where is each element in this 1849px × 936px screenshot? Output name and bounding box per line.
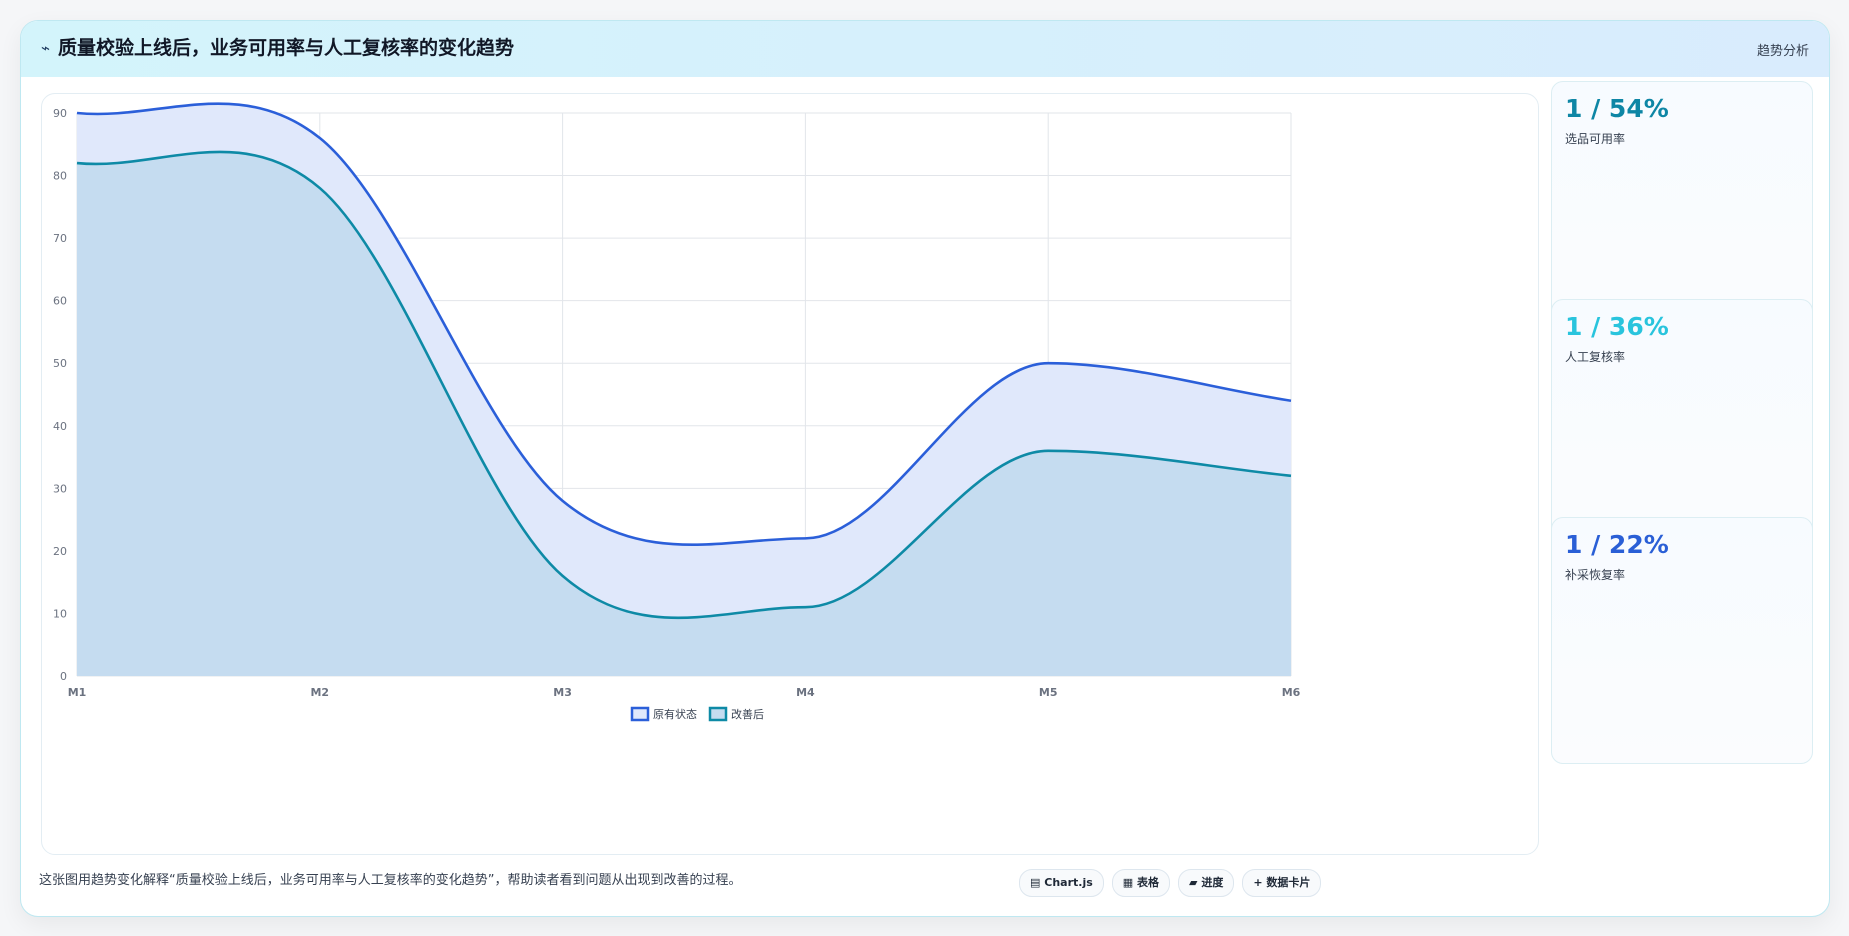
y-tick-label: 50 (53, 357, 67, 370)
pill-table[interactable]: ▦ 表格 (1111, 869, 1171, 897)
stat-card-review: 1 / 36% 人工复核率 (1551, 299, 1813, 546)
x-tick-label: M5 (1039, 686, 1058, 699)
y-tick-label: 70 (53, 232, 67, 245)
y-tick-label: 60 (53, 295, 67, 308)
database-icon: ▤ (1030, 876, 1041, 889)
x-tick-label: M4 (796, 686, 815, 699)
pill-data-cards[interactable]: + 数据卡片 (1242, 869, 1322, 897)
chart-card: 0 10 20 30 40 50 60 70 80 90 M1 M2 M3 M4 M5 M6 原有状态 改善后 (41, 93, 1539, 855)
stat-label: 人工复核率 (1565, 350, 1626, 364)
pill-chartjs[interactable]: ▤ Chart.js (1019, 869, 1104, 897)
stat-value: 1 / 54% (1565, 94, 1669, 123)
y-tick-label: 40 (53, 420, 67, 433)
feature-pills: ▤ Chart.js ▦ 表格 ▰ 进度 + 数据卡片 (1019, 869, 1322, 897)
pill-progress[interactable]: ▰ 进度 (1178, 869, 1235, 897)
pill-label: 表格 (1137, 876, 1160, 889)
card-icon: + (1253, 876, 1263, 889)
section-tag: 趋势分析 (1756, 44, 1809, 59)
y-tick-label: 80 (53, 170, 67, 183)
pill-label: 数据卡片 (1266, 876, 1311, 889)
sparkline-icon: ⌁ (41, 39, 51, 57)
legend-swatch-1 (708, 706, 728, 722)
x-tick-label: M6 (1282, 686, 1301, 699)
stat-label: 补采恢复率 (1565, 568, 1626, 582)
stat-value: 1 / 22% (1565, 530, 1669, 559)
chart-panel: ⌁ 质量校验上线后，业务可用率与人工复核率的变化趋势 趋势分析 0 10 20 30 4… (20, 20, 1830, 917)
chart-description: 这张图用趋势变化解释“质量校验上线后，业务可用率与人工复核率的变化趋势”，帮助读… (39, 873, 742, 888)
x-tick-label: M3 (553, 686, 572, 699)
area-chart: 0 10 20 30 40 50 60 70 80 90 M1 M2 M3 M4 M5 M6 原有状态 改善后 (53, 102, 1301, 722)
legend-swatch-0 (630, 706, 650, 722)
pill-label: 进度 (1201, 876, 1224, 889)
y-tick-label: 10 (53, 607, 67, 620)
title-wrap: ⌁ 质量校验上线后，业务可用率与人工复核率的变化趋势 (41, 37, 514, 59)
series-area-1 (77, 151, 1291, 676)
stat-value: 1 / 36% (1565, 312, 1669, 341)
y-tick-label: 30 (53, 482, 67, 495)
y-tick-label: 0 (60, 670, 67, 683)
y-tick-label: 20 (53, 545, 67, 558)
pill-label: Chart.js (1044, 876, 1093, 889)
stat-card-recovery: 1 / 22% 补采恢复率 (1551, 517, 1813, 764)
page-title: 质量校验上线后，业务可用率与人工复核率的变化趋势 (58, 37, 515, 59)
progress-icon: ▰ (1189, 876, 1198, 889)
x-tick-label: M2 (310, 686, 329, 699)
table-icon: ▦ (1122, 876, 1134, 889)
series-line-1 (76, 150, 1292, 620)
stat-label: 选品可用率 (1565, 132, 1626, 146)
legend-label-1: 改善后 (731, 707, 764, 721)
panel-header: ⌁ 质量校验上线后，业务可用率与人工复核率的变化趋势 趋势分析 (21, 21, 1829, 77)
stat-card-availability: 1 / 54% 选品可用率 (1551, 81, 1813, 328)
x-tick-label: M1 (68, 686, 87, 699)
legend-label-0: 原有状态 (653, 707, 697, 721)
y-tick-label: 90 (53, 107, 67, 120)
series-line-0 (76, 102, 1292, 547)
